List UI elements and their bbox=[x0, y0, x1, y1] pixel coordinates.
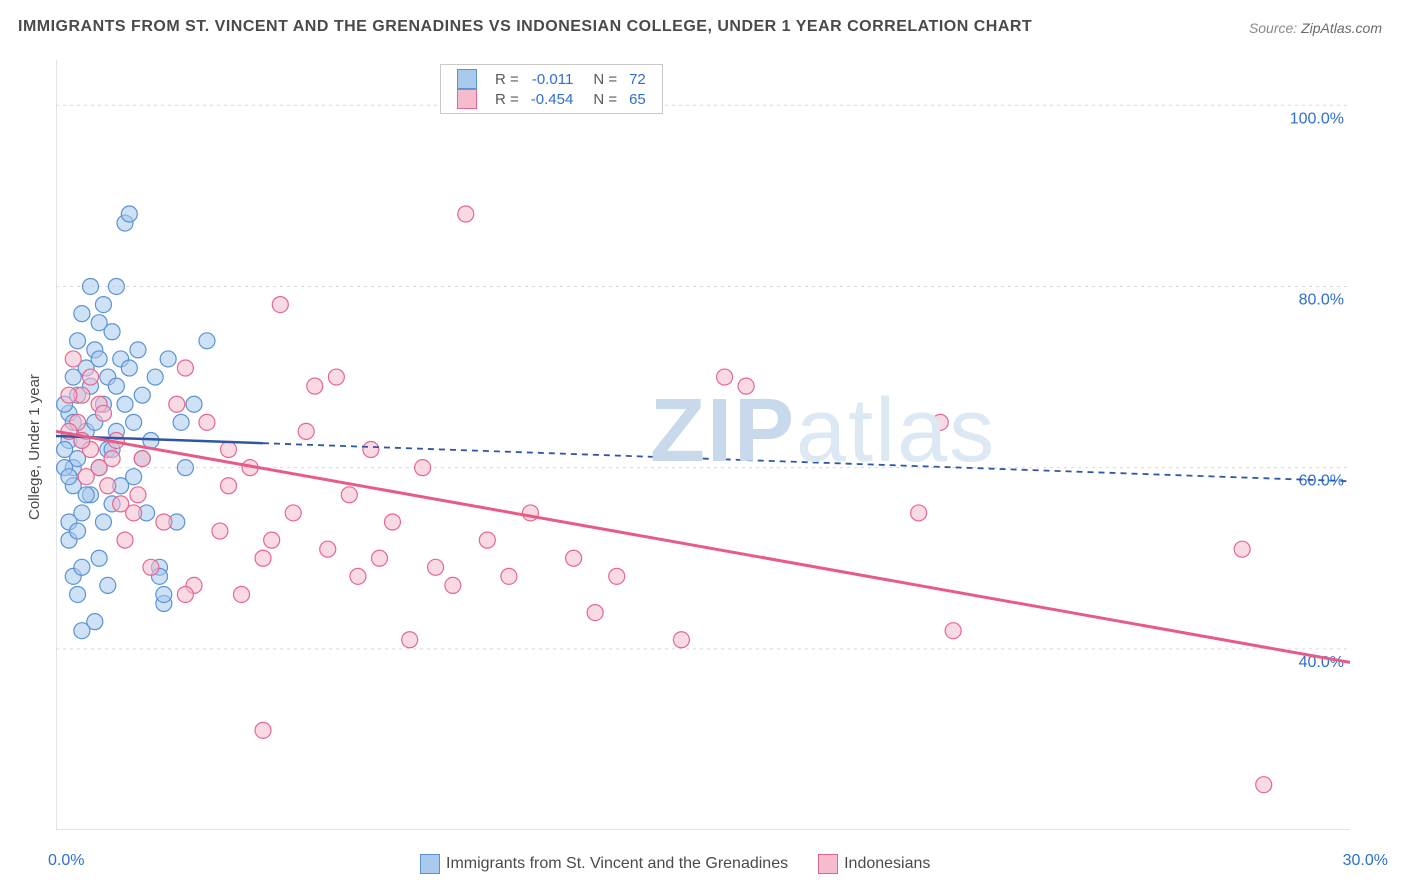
legend-swatch bbox=[457, 89, 477, 109]
svg-text:80.0%: 80.0% bbox=[1299, 291, 1344, 308]
source-value: ZipAtlas.com bbox=[1301, 20, 1382, 36]
svg-text:100.0%: 100.0% bbox=[1290, 110, 1344, 127]
svg-text:60.0%: 60.0% bbox=[1299, 473, 1344, 490]
scatter-plot: 40.0%60.0%80.0%100.0% bbox=[56, 60, 1350, 830]
legend-item: Immigrants from St. Vincent and the Gren… bbox=[420, 854, 788, 874]
legend-swatch bbox=[420, 854, 440, 874]
legend-swatch bbox=[457, 69, 477, 89]
legend-swatch bbox=[818, 854, 838, 874]
x-end-label: 30.0% bbox=[1343, 852, 1388, 870]
source-label: Source: bbox=[1249, 20, 1297, 36]
chart-title: IMMIGRANTS FROM ST. VINCENT AND THE GREN… bbox=[18, 18, 1032, 36]
legend-item: Indonesians bbox=[818, 854, 930, 874]
source-attribution: Source: ZipAtlas.com bbox=[1249, 20, 1382, 36]
x-origin-label: 0.0% bbox=[48, 852, 84, 870]
y-axis-label: College, Under 1 year bbox=[26, 374, 43, 520]
correlation-legend: R =-0.011N =72R =-0.454N =65 bbox=[440, 64, 663, 114]
series-legend: Immigrants from St. Vincent and the Gren… bbox=[420, 854, 930, 874]
